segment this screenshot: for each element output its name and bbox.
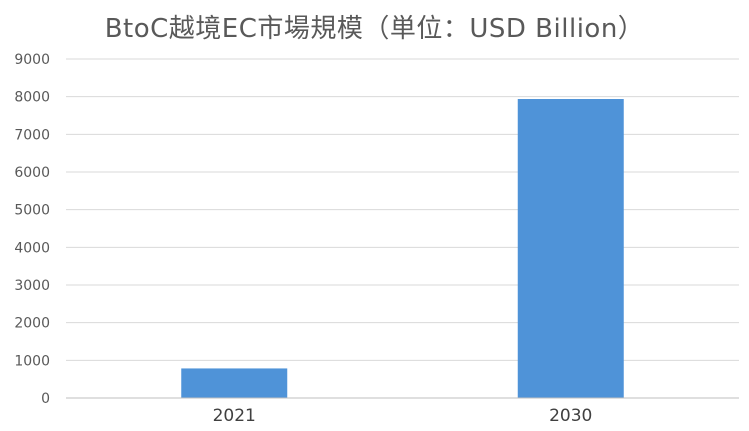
- y-tick-label: 8000: [14, 90, 50, 106]
- y-tick-label: 9000: [14, 52, 50, 68]
- bar: [181, 368, 288, 398]
- y-tick-label: 3000: [14, 278, 50, 294]
- x-tick-label: 2021: [213, 406, 256, 426]
- chart-title: BtoC越境EC市場規模（単位：USD Billion）: [104, 14, 645, 44]
- y-tick-label: 5000: [14, 203, 50, 219]
- y-tick-label: 7000: [14, 127, 50, 143]
- y-tick-label: 1000: [14, 353, 50, 369]
- x-tick-label: 2030: [549, 406, 592, 426]
- y-tick-label: 4000: [14, 240, 50, 256]
- y-tick-label: 2000: [14, 316, 50, 332]
- y-tick-label: 6000: [14, 165, 50, 181]
- bar: [517, 99, 624, 398]
- y-tick-label: 0: [41, 391, 50, 407]
